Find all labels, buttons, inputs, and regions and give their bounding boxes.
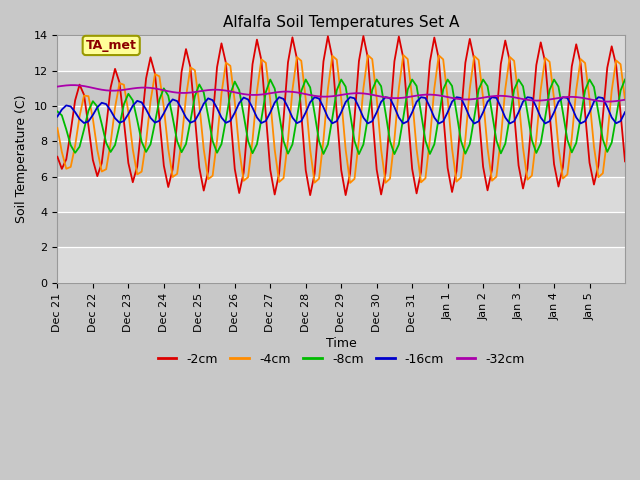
Text: TA_met: TA_met: [86, 39, 137, 52]
Legend: -2cm, -4cm, -8cm, -16cm, -32cm: -2cm, -4cm, -8cm, -16cm, -32cm: [152, 348, 530, 371]
Bar: [58, 71, 625, 106]
Bar: [58, 106, 625, 142]
Bar: [58, 212, 625, 248]
Bar: [58, 36, 625, 71]
Y-axis label: Soil Temperature (C): Soil Temperature (C): [15, 95, 28, 223]
Bar: [58, 177, 625, 212]
Bar: [58, 142, 625, 177]
Title: Alfalfa Soil Temperatures Set A: Alfalfa Soil Temperatures Set A: [223, 15, 460, 30]
Bar: [58, 248, 625, 283]
X-axis label: Time: Time: [326, 337, 356, 350]
